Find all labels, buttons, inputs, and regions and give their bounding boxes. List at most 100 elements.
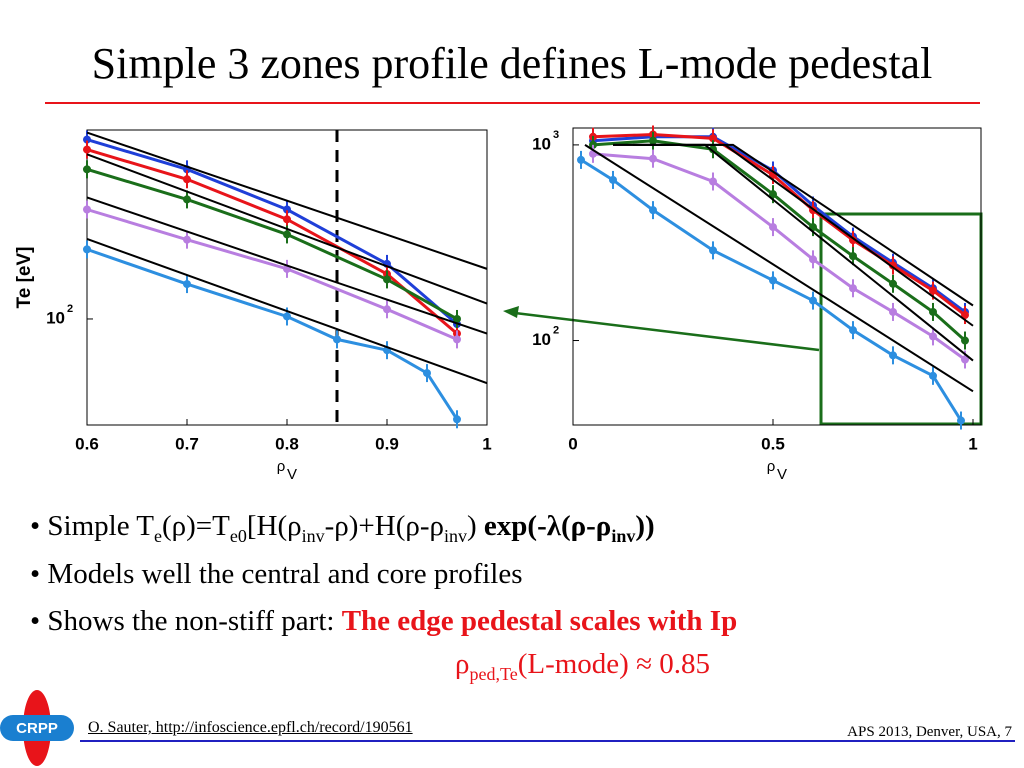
text: • Models well the central and core profi… (30, 558, 523, 590)
y-tick-label: 10 (46, 308, 65, 327)
text: exp(-λ(ρ-ρ (483, 510, 612, 542)
zoom-arrow (514, 311, 820, 352)
bullet: • Models well the central and core profi… (30, 558, 523, 591)
text: e0 (229, 525, 247, 546)
data-point (769, 276, 777, 285)
data-point (961, 355, 969, 364)
y-tick-exponent: 2 (553, 324, 559, 336)
text: • Simple T (30, 510, 155, 542)
text: The edge pedestal scales with Ip (341, 605, 738, 637)
arrow-head (503, 306, 519, 318)
data-point (83, 165, 91, 174)
data-point (889, 351, 897, 360)
y-tick-exponent: 3 (553, 129, 559, 141)
data-point (769, 223, 777, 232)
data-point (383, 305, 391, 314)
x-tick-label: 0.7 (175, 434, 199, 453)
slide-title: Simple 3 zones profile defines L-mode pe… (91, 39, 933, 88)
data-point (809, 296, 817, 305)
logo-bar (0, 715, 74, 741)
x-tick-label: 0.8 (275, 434, 299, 453)
data-point (929, 286, 937, 295)
series-line (592, 135, 966, 314)
data-point (929, 332, 937, 341)
x-tick-label: 0.5 (761, 434, 785, 453)
text: ρ (455, 648, 470, 680)
data-point (383, 275, 391, 284)
data-point (709, 177, 717, 186)
data-point (333, 335, 341, 344)
data-point (849, 326, 857, 335)
data-point (183, 175, 191, 184)
data-point (849, 236, 857, 245)
bullet: • Shows the non-stiff part: The edge ped… (30, 605, 737, 638)
x-axis-label: ρ (767, 458, 776, 475)
data-point (809, 255, 817, 264)
fit-line (584, 144, 974, 393)
series-line (86, 167, 458, 321)
data-point (577, 155, 585, 164)
data-point (283, 312, 291, 321)
data-point (709, 145, 717, 154)
data-point (709, 134, 717, 143)
text: e (154, 525, 163, 546)
data-point (849, 284, 857, 293)
text: -ρ)+H(ρ-ρ (324, 510, 444, 542)
fit-line (86, 153, 488, 305)
fit-line (86, 131, 488, 270)
x-tick-label: 1 (968, 434, 977, 453)
data-point (709, 246, 717, 255)
fit-line (86, 196, 488, 335)
text: inv (301, 525, 325, 546)
x-tick-label: 0 (568, 434, 577, 453)
data-point (183, 280, 191, 289)
data-point (453, 335, 461, 344)
data-point (423, 369, 431, 378)
data-point (649, 154, 657, 163)
plot-frame (572, 127, 982, 426)
footer-right: APS 2013, Denver, USA, 7 (847, 724, 1012, 740)
text: [H(ρ (246, 510, 302, 542)
x-axis-label: ρ (277, 458, 286, 475)
note: ρped,Te(L-mode) ≈ 0.85 (455, 648, 710, 685)
data-point (769, 190, 777, 199)
series-line (580, 158, 963, 422)
text: • Shows the non-stiff part: (30, 605, 342, 637)
x-axis-label-sub: V (287, 466, 297, 483)
logo-text: CRPP (16, 720, 58, 737)
data-point (961, 336, 969, 345)
x-tick-label: 0.9 (375, 434, 399, 453)
data-point (849, 252, 857, 261)
data-point (957, 416, 965, 425)
data-point (929, 307, 937, 316)
fit-line (86, 238, 488, 385)
x-axis-label-sub: V (777, 466, 787, 483)
data-point (649, 206, 657, 215)
zoom-box (819, 212, 983, 426)
data-point (889, 261, 897, 270)
data-point (453, 415, 461, 424)
data-point (83, 245, 91, 254)
data-point (183, 235, 191, 244)
data-point (609, 175, 617, 184)
series-line (592, 139, 966, 342)
y-tick-exponent: 2 (67, 303, 73, 315)
data-point (649, 136, 657, 145)
bullet: • Simple Te(ρ)=Te0[H(ρinv-ρ)+H(ρ-ρinv) e… (30, 510, 655, 547)
text: ped,Te (469, 663, 518, 684)
y-tick-label: 10 (532, 330, 551, 349)
text: (L-mode) ≈ 0.85 (517, 648, 710, 680)
text: )) (635, 510, 655, 542)
data-point (961, 311, 969, 320)
text: (ρ)=T (162, 510, 230, 542)
data-point (83, 145, 91, 154)
data-point (83, 205, 91, 214)
data-point (283, 230, 291, 239)
text: inv (443, 525, 467, 546)
fit-line (613, 143, 974, 327)
data-point (83, 135, 91, 144)
y-tick-label: 10 (532, 134, 551, 153)
y-axis-label: Te [eV] (14, 247, 35, 309)
